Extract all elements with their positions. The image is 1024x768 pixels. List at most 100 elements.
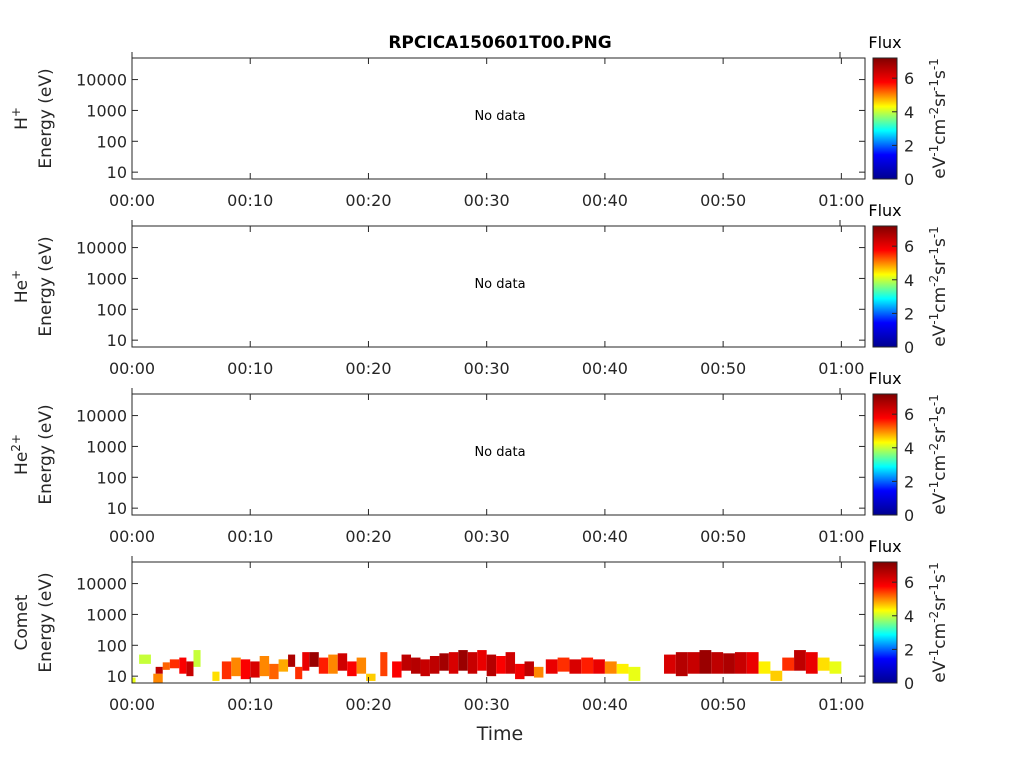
figure-title: RPCICA150601T00.PNG	[388, 33, 611, 53]
y-tick-label: 10	[107, 331, 127, 350]
unit-exponent: -2	[927, 107, 941, 119]
heatmap-cell	[593, 659, 605, 674]
heatmap-cell	[505, 652, 516, 674]
y-tick-label: 10000	[76, 407, 127, 426]
unit-exponent: -1	[927, 79, 941, 91]
colorbar-tick-label: 2	[904, 472, 914, 491]
y-axis-label: Energy (eV)	[36, 68, 56, 168]
colorbar-title: Flux	[868, 369, 901, 388]
y-tick-label: 1000	[86, 437, 127, 456]
heatmap-cell	[723, 653, 735, 674]
colorbar-tick-label: 4	[904, 103, 914, 122]
axes-box	[131, 57, 866, 180]
colorbar-gradient	[872, 561, 898, 684]
colorbar-tick-label: 2	[904, 640, 914, 659]
x-tick-label: 00:30	[464, 191, 510, 210]
species-charge: 2+	[9, 434, 23, 452]
heatmap-cell	[675, 652, 688, 677]
unit-base: sr	[930, 595, 950, 611]
y-axis-label: Energy (eV)	[36, 236, 56, 336]
x-tick-label: 00:40	[582, 695, 628, 714]
heatmap-cell	[829, 661, 842, 674]
heatmap-cell	[604, 661, 617, 674]
species-base: He	[12, 280, 32, 303]
y-tick-label: 10000	[76, 71, 127, 90]
unit-exponent: -1	[927, 226, 941, 238]
x-tick-label: 00:30	[464, 695, 510, 714]
y-tick-label: 1000	[86, 101, 127, 120]
unit-base: s	[930, 70, 950, 79]
x-tick-label: 00:20	[345, 695, 391, 714]
heatmap-cell	[347, 661, 357, 677]
heatmap-cell	[477, 650, 487, 671]
heatmap-cell	[212, 671, 220, 681]
heatmap-cell	[153, 673, 163, 683]
heatmap-cell	[420, 659, 430, 677]
colorbar-tick-label: 6	[904, 405, 914, 424]
unit-base: cm	[930, 119, 950, 145]
unit-exponent: -1	[927, 247, 941, 259]
panel-4: 00:00 00:10 00:20 00:30 00:40 00:50 01:00 10 100…	[12, 537, 950, 714]
heatmap-cell	[288, 654, 296, 667]
heatmap-cell	[155, 666, 163, 674]
unit-base: cm	[930, 455, 950, 481]
heatmap-cell	[467, 652, 478, 674]
y-tick-label: 10000	[76, 239, 127, 258]
x-axis-label: Time	[476, 723, 524, 745]
heatmap-cell	[278, 659, 289, 672]
heatmap-cell	[162, 662, 170, 670]
heatmap-cell	[401, 654, 412, 671]
heatmap-cell	[770, 670, 783, 681]
x-tick-label: 00:40	[582, 359, 628, 378]
heatmap-cell	[664, 654, 676, 674]
heatmap-cell	[448, 652, 459, 674]
x-tick-label: 00:20	[345, 527, 391, 546]
heatmap-cell	[628, 666, 641, 681]
colorbar-gradient	[872, 57, 898, 180]
unit-base: sr	[930, 427, 950, 443]
species-base: Comet	[12, 594, 32, 650]
no-data-annotation: No data	[474, 445, 525, 460]
unit-base: cm	[930, 287, 950, 313]
x-tick-label: 00:10	[227, 359, 273, 378]
heatmap-cell	[699, 650, 712, 674]
heatmap-cell	[221, 661, 232, 680]
colorbar-tick-label: 6	[904, 573, 914, 592]
unit-base: s	[930, 238, 950, 247]
heatmap-cell	[179, 657, 187, 674]
heatmap-cell	[569, 659, 582, 674]
axes-box	[131, 561, 866, 684]
unit-base: eV	[930, 660, 950, 682]
x-tick-label: 00:30	[464, 359, 510, 378]
heatmap-cell	[711, 652, 724, 674]
heatmap-cell	[193, 650, 201, 667]
colorbar-tick-label: 2	[904, 304, 914, 323]
axes-box	[131, 225, 866, 348]
x-tick-label: 01:00	[818, 359, 864, 378]
no-data-annotation: No data	[474, 109, 525, 124]
heatmap-cell	[581, 657, 594, 674]
x-tick-label: 01:00	[818, 527, 864, 546]
heatmap-cell	[250, 661, 260, 678]
unit-exponent: -1	[927, 415, 941, 427]
colorbar-title: Flux	[868, 201, 901, 220]
panels-group: 00:00 00:10 00:20 00:30 00:40 00:50 01:0010100…	[9, 33, 950, 714]
colorbar-gradient	[872, 225, 898, 348]
colorbar-tick-label: 4	[904, 439, 914, 458]
colorbar-tick-label: 2	[904, 136, 914, 155]
heatmap-cell	[616, 663, 629, 674]
y-axis-label: Energy (eV)	[36, 404, 56, 504]
unit-exponent: -2	[927, 275, 941, 287]
x-tick-label: 00:50	[700, 527, 746, 546]
colorbar-tick-label: 4	[904, 271, 914, 290]
x-tick-label: 00:20	[345, 191, 391, 210]
heatmap-cell	[746, 652, 759, 674]
species-base: He	[12, 452, 32, 475]
x-tick-label: 00:40	[582, 191, 628, 210]
y-tick-label: 10000	[76, 575, 127, 594]
colorbar-tick-label: 0	[904, 674, 914, 693]
heatmap-cell	[380, 652, 388, 677]
unit-base: sr	[930, 259, 950, 275]
panel-2: 00:00 00:10 00:20 00:30 00:40 00:50 01:00 10 100…	[9, 201, 950, 378]
